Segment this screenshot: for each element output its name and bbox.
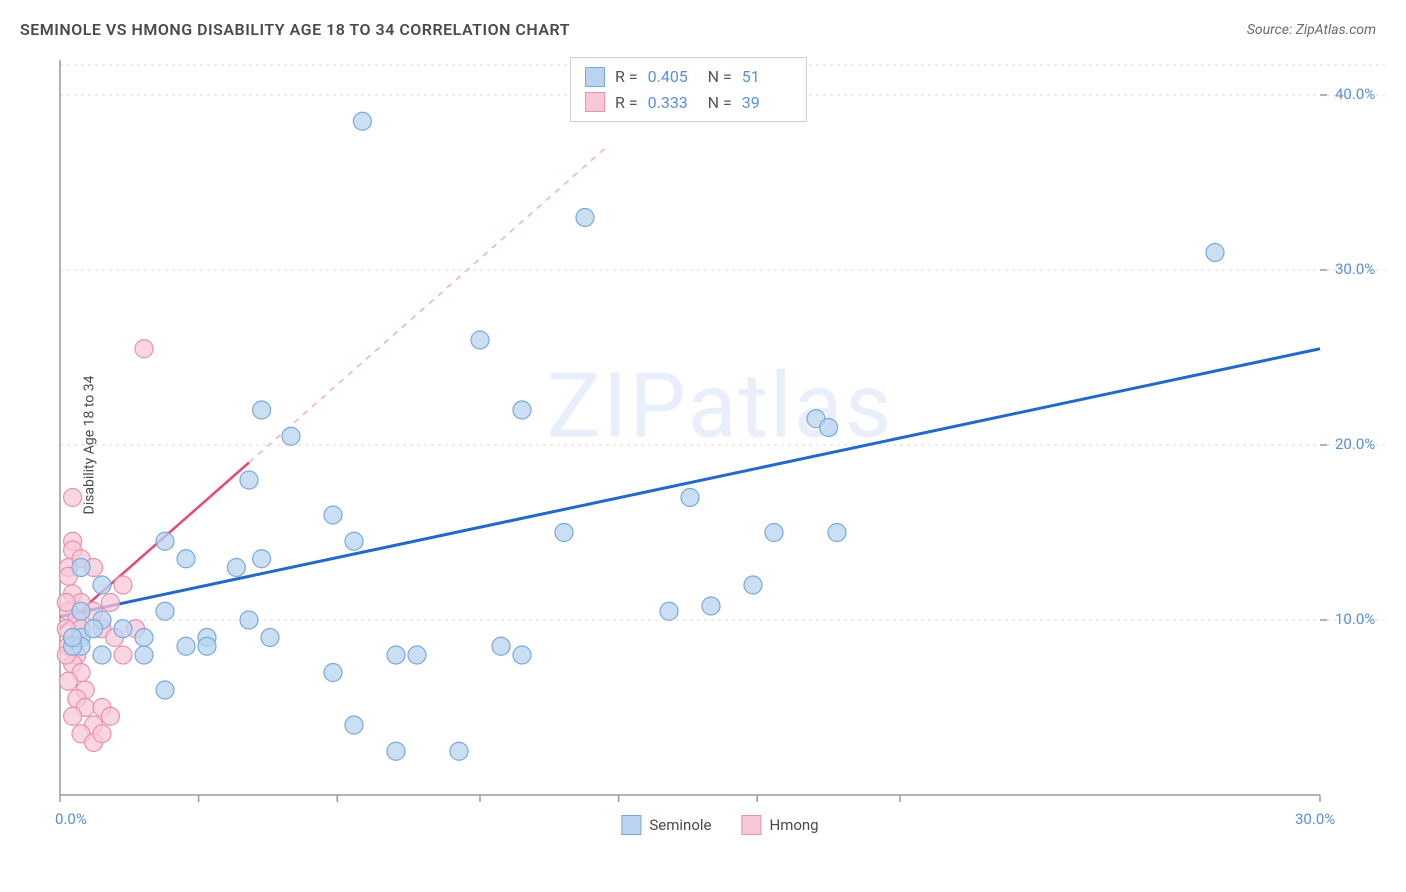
- stats-row-seminole: R = 0.405 N = 51: [585, 64, 792, 90]
- swatch-hmong: [585, 92, 605, 112]
- swatch-seminole-icon: [621, 815, 641, 835]
- chart-area: Disability Age 18 to 34 ZIPatlas R = 0.4…: [50, 55, 1390, 835]
- stats-row-hmong: R = 0.333 N = 39: [585, 90, 792, 116]
- chart-container: SEMINOLE VS HMONG DISABILITY AGE 18 TO 3…: [0, 0, 1406, 892]
- y-tick-label: 30.0%: [1335, 260, 1375, 278]
- swatch-seminole: [585, 67, 605, 87]
- legend-item-seminole: Seminole: [621, 815, 711, 835]
- series-legend: Seminole Hmong: [621, 815, 818, 835]
- correlation-stats-box: R = 0.405 N = 51 R = 0.333 N = 39: [570, 57, 807, 122]
- swatch-hmong-icon: [741, 815, 761, 835]
- source-attribution: Source: ZipAtlas.com: [1247, 22, 1376, 38]
- chart-header: SEMINOLE VS HMONG DISABILITY AGE 18 TO 3…: [10, 10, 1396, 49]
- x-tick-label: 0.0%: [55, 810, 87, 828]
- legend-item-hmong: Hmong: [741, 815, 818, 835]
- y-tick-label: 20.0%: [1335, 435, 1375, 453]
- y-tick-label: 40.0%: [1335, 85, 1375, 103]
- y-tick-label: 10.0%: [1335, 610, 1375, 628]
- x-tick-label: 30.0%: [1295, 810, 1335, 828]
- chart-title: SEMINOLE VS HMONG DISABILITY AGE 18 TO 3…: [20, 20, 570, 39]
- scatter-plot: [50, 55, 1390, 835]
